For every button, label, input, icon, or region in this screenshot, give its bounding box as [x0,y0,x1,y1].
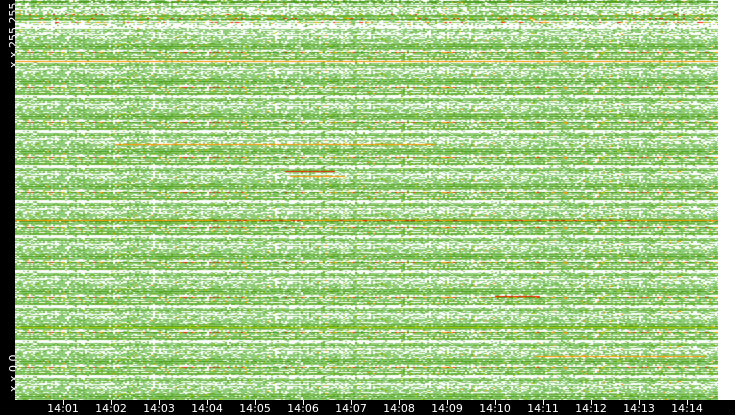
x-tick-label: 14:06 [287,402,319,415]
x-tick [687,400,688,405]
x-tick-label: 14:12 [575,402,607,415]
heatmap-plot-area[interactable] [15,0,718,400]
x-axis [0,400,735,415]
x-tick-label: 14:14 [671,402,703,415]
x-tick-label: 14:04 [191,402,223,415]
x-tick-label: 14:10 [479,402,511,415]
x-tick [255,400,256,405]
x-tick [399,400,400,405]
x-tick-label: 14:08 [383,402,415,415]
x-tick-label: 14:03 [143,402,175,415]
x-tick [303,400,304,405]
x-tick [543,400,544,405]
x-tick-label: 14:02 [95,402,127,415]
x-tick [159,400,160,405]
y-axis: x.x.255.255 x.x.0.0 [0,0,20,400]
x-tick-label: 14:11 [527,402,559,415]
x-tick [639,400,640,405]
x-tick [591,400,592,405]
x-tick-label: 14:05 [239,402,271,415]
x-tick [207,400,208,405]
x-tick [447,400,448,405]
x-tick [111,400,112,405]
x-tick [351,400,352,405]
x-tick-label: 14:13 [623,402,655,415]
x-tick-label: 14:09 [431,402,463,415]
x-tick [495,400,496,405]
x-tick [63,400,64,405]
x-tick-label: 14:01 [47,402,79,415]
x-tick-label: 14:07 [335,402,367,415]
